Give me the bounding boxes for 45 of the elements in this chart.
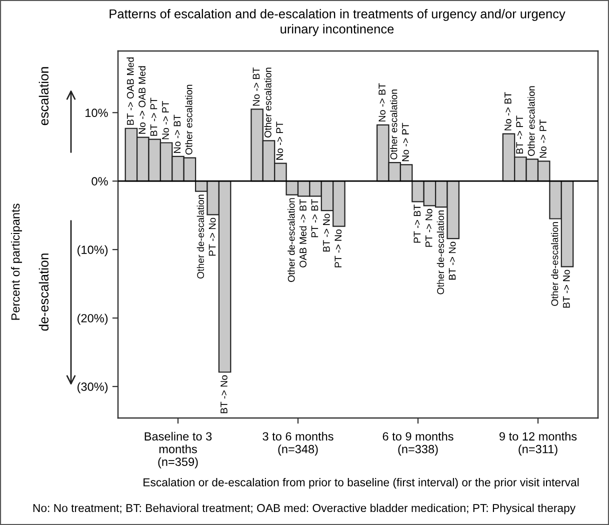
x-tick-label: 3 to 6 months (n=348): [262, 432, 334, 456]
annotation: Other escalation: [185, 84, 192, 155]
x-axis-title: Escalation or de-escalation from prior to baseline (first interval) or the prior visit interval: [144, 478, 579, 489]
annotation: No -> OAB Med: [138, 66, 146, 134]
annotation: BT -> OAB Med: [126, 58, 134, 125]
y-tick-label: (10%): [78, 245, 108, 256]
x-tick-label: 9 to 12 months (n=311): [500, 432, 577, 456]
text: de-escalation: [38, 254, 49, 331]
annotation: No -> BT: [378, 83, 386, 122]
x-tick-label: Baseline to 3 months (n=359): [144, 432, 212, 468]
annotation: No -> PT: [402, 122, 409, 162]
y-tick-label: 0%: [92, 177, 108, 186]
annotation: PT -> No: [208, 218, 216, 256]
annotation: PT -> No: [426, 208, 432, 247]
chart-title: Patterns of escalation and de-escalation in treatments of urgency and/or urgency urinary incontinence: [110, 9, 566, 36]
annotation: BT -> No: [448, 242, 456, 280]
annotation: OAB Med -> BT: [299, 199, 306, 268]
text: escalation: [38, 67, 49, 126]
y-tick-label: (20%): [78, 314, 108, 325]
annotation: No -> BT: [504, 92, 512, 130]
annotation: No -> BT: [252, 67, 260, 106]
text: No: No treatment; BT: Behavioral treatment; OAB med: Overactive bladder medication; PT: Physical therapy: [33, 504, 576, 514]
annotation: No -> PT: [162, 101, 169, 140]
annotation: BT -> No: [563, 270, 570, 308]
annotation: PT -> BT: [414, 204, 421, 243]
annotation: PT -> BT: [311, 199, 318, 238]
annotation: BT -> PT: [516, 116, 523, 154]
annotation: No -> BT: [174, 114, 181, 153]
annotation: Other escalation: [264, 68, 272, 138]
y-axis-title: Percent of participants: [10, 204, 22, 320]
annotation: No -> PT: [540, 120, 546, 158]
annotation: Other de-escalation: [196, 194, 204, 279]
y-tick-label: 10%: [86, 108, 108, 118]
annotation: PT -> No: [334, 229, 342, 268]
annotation: No -> PT: [276, 122, 284, 160]
annotation: BT -> No: [323, 214, 330, 252]
annotation: Other de-escalation: [436, 210, 444, 294]
y-tick-label: (30%): [78, 382, 108, 394]
annotation: Other escalation: [390, 90, 398, 160]
annotation: BT -> No: [220, 375, 228, 414]
x-tick-label: 6 to 9 months (n=338): [382, 432, 454, 456]
annotation: Other de-escalation: [288, 198, 295, 282]
annotation: Other escalation: [528, 86, 535, 156]
annotation: Other de-escalation: [551, 222, 558, 306]
annotation: BT -> PT: [150, 98, 158, 136]
